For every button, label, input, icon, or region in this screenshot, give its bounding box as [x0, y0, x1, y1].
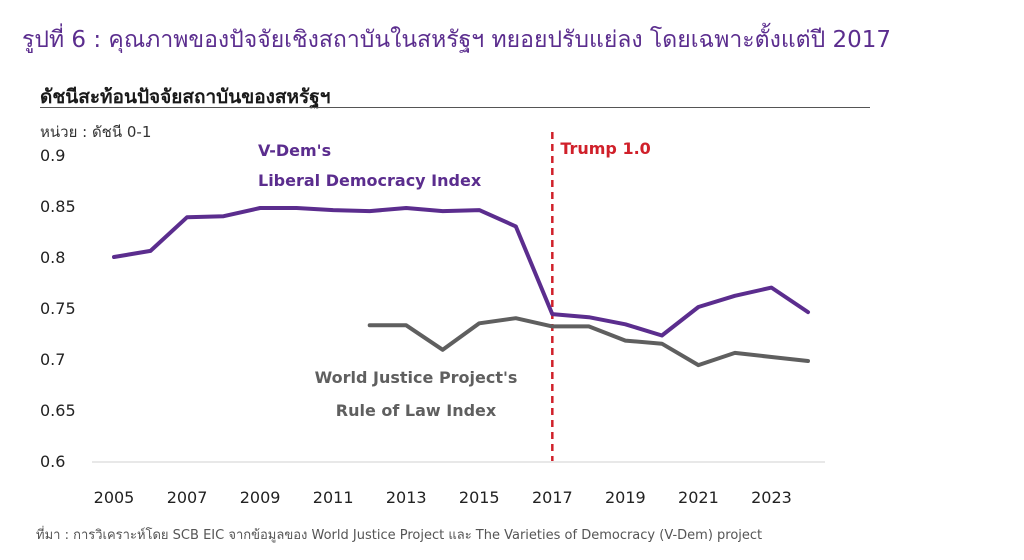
x-tick-label: 2005 [94, 488, 135, 507]
line-chart: 0.6 0.65 0.7 0.75 0.8 0.85 0.9 2005 2007 2009 201… [40, 132, 825, 507]
title-divider [40, 107, 870, 108]
y-tick-label: 0.65 [40, 401, 76, 420]
x-tick-label: 2007 [167, 488, 208, 507]
vdem-label-line: Liberal Democracy Index [258, 171, 482, 190]
y-tick-label: 0.75 [40, 299, 76, 318]
source-note: ที่มา : การวิเคราะห์โดย SCB EIC จากข้อมู… [36, 528, 763, 543]
series-labels: V-Dem's Liberal Democracy Index World Just… [258, 141, 517, 420]
y-tick-label: 0.7 [40, 350, 65, 369]
wjp-label-line: Rule of Law Index [336, 401, 497, 420]
chart-title: ดัชนีสะท้อนปัจจัยสถาบันของสหรัฐฯ [40, 86, 331, 108]
y-tick-label: 0.8 [40, 248, 65, 267]
x-tick-label: 2023 [751, 488, 792, 507]
x-tick-label: 2019 [605, 488, 646, 507]
unit-label: หน่วย : ดัชนี 0-1 [40, 123, 152, 141]
x-tick-label: 2017 [532, 488, 573, 507]
y-axis-ticks: 0.6 0.65 0.7 0.75 0.8 0.85 0.9 [40, 146, 76, 471]
trump-label: Trump 1.0 [560, 139, 650, 158]
y-tick-label: 0.85 [40, 197, 76, 216]
vdem-line [112, 206, 810, 338]
wjp-line [367, 316, 810, 368]
x-axis-ticks: 2005 2007 2009 2011 2013 2015 2017 2019 2021 2023 [94, 488, 792, 507]
vdem-label-line: V-Dem's [258, 141, 331, 160]
x-tick-label: 2013 [386, 488, 427, 507]
figure-title: รูปที่ 6 : คุณภาพของปัจจัยเชิงสถาบันในสห… [22, 27, 892, 53]
wjp-label-line: World Justice Project's [315, 368, 518, 387]
y-tick-label: 0.6 [40, 452, 65, 471]
annotations: Trump 1.0 [551, 132, 651, 461]
x-tick-label: 2021 [678, 488, 719, 507]
x-tick-label: 2015 [459, 488, 500, 507]
series-lines [112, 206, 810, 368]
y-tick-label: 0.9 [40, 146, 65, 165]
x-tick-label: 2011 [313, 488, 354, 507]
x-tick-label: 2009 [240, 488, 281, 507]
